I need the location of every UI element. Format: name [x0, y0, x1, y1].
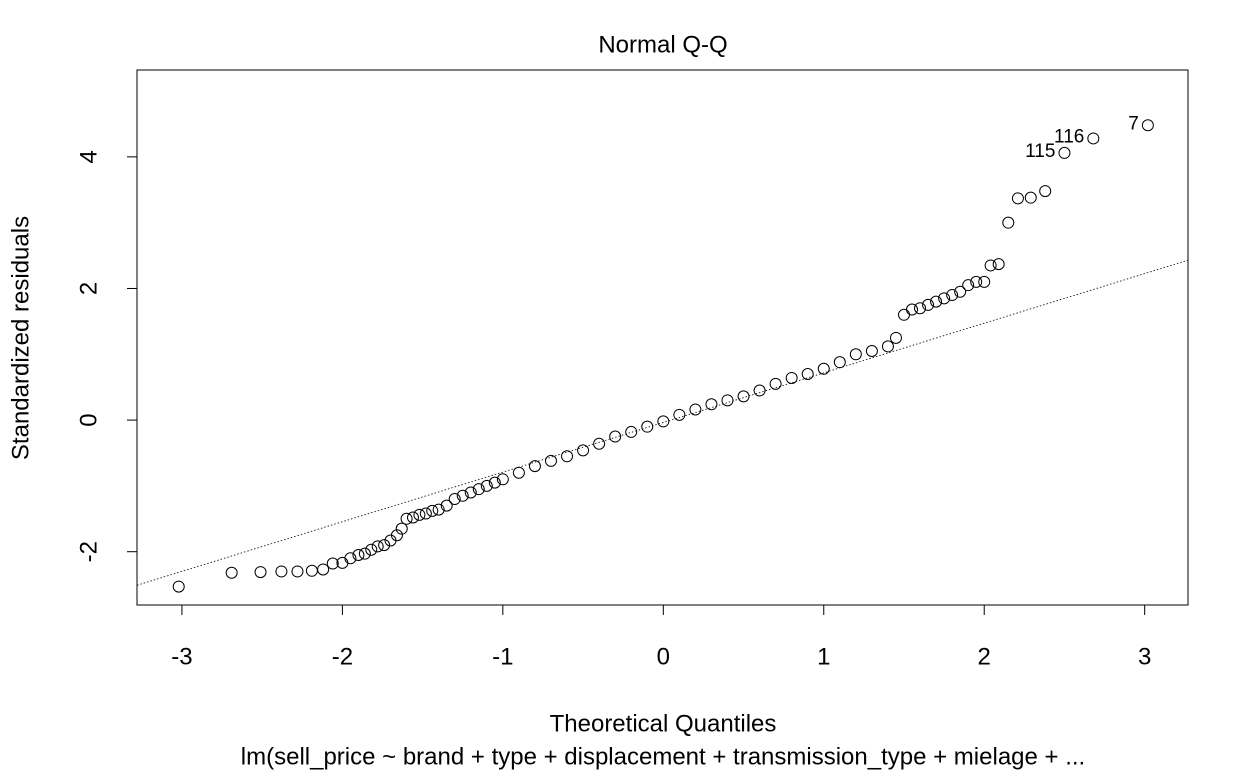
point [1039, 185, 1052, 198]
point [1141, 119, 1154, 132]
point [480, 479, 493, 492]
point [419, 507, 432, 520]
x-tick-label: 1 [817, 643, 830, 670]
point [978, 275, 991, 288]
point [472, 483, 485, 496]
point [833, 356, 846, 369]
point-label: 115 [1025, 141, 1055, 162]
point [426, 504, 439, 517]
point [1024, 191, 1037, 204]
point [641, 420, 654, 433]
point [344, 552, 357, 565]
x-tick-label: 3 [1138, 643, 1151, 670]
point [849, 348, 862, 361]
point [673, 408, 686, 421]
point [705, 398, 718, 411]
chart-title: Normal Q-Q [598, 31, 727, 58]
point [865, 344, 878, 357]
point [984, 259, 997, 272]
point-label: 7 [1128, 113, 1139, 134]
point [365, 543, 378, 556]
point [464, 486, 477, 499]
point [946, 289, 959, 302]
point [456, 489, 469, 502]
x-tick-label: -1 [492, 643, 513, 670]
point [275, 565, 288, 578]
plot-frame [136, 69, 1189, 606]
point [609, 430, 622, 443]
point [721, 394, 734, 407]
point [769, 377, 782, 390]
point [544, 454, 557, 467]
y-tick-label: 0 [75, 413, 102, 426]
x-tick-label: -3 [171, 643, 192, 670]
point [440, 499, 453, 512]
point [817, 362, 830, 375]
reference-line [136, 259, 1189, 586]
point [962, 279, 975, 292]
point [897, 308, 910, 321]
point [488, 476, 501, 489]
point [1002, 216, 1015, 229]
y-tick-label: -2 [75, 541, 102, 562]
point [954, 285, 967, 298]
point [358, 547, 371, 560]
point [254, 566, 267, 579]
point [689, 403, 702, 416]
point [625, 425, 638, 438]
x-tick-label: 2 [978, 643, 991, 670]
point [317, 563, 330, 576]
point [1058, 146, 1071, 159]
point [406, 511, 419, 524]
point [801, 368, 814, 381]
point [400, 512, 413, 525]
point [889, 331, 902, 344]
x-axis-label: Theoretical Quantiles [550, 710, 777, 737]
x-tick-label: -2 [332, 643, 353, 670]
x-tick-label: 0 [657, 643, 670, 670]
point [785, 371, 798, 384]
point [512, 466, 525, 479]
point [914, 302, 927, 315]
point [378, 539, 391, 552]
point [413, 508, 426, 521]
point [528, 460, 541, 473]
point [561, 450, 574, 463]
point [577, 444, 590, 457]
point [225, 566, 238, 579]
point [881, 340, 894, 353]
point [992, 258, 1005, 271]
point [938, 292, 951, 305]
point [737, 390, 750, 403]
point [930, 295, 943, 308]
point [305, 564, 318, 577]
point [593, 437, 606, 450]
point-label: 116 [1054, 126, 1084, 147]
y-tick-label: 4 [75, 150, 102, 163]
subtitle: lm(sell_price ~ brand + type + displacem… [241, 743, 1085, 770]
y-axis-label: Standardized residuals [7, 216, 34, 460]
point [326, 557, 339, 570]
point [390, 529, 403, 542]
point [1011, 192, 1024, 205]
point [371, 540, 384, 553]
point [922, 298, 935, 311]
point [753, 384, 766, 397]
point [657, 415, 670, 428]
point [1087, 132, 1100, 145]
y-tick-label: 2 [75, 282, 102, 295]
point [432, 503, 445, 516]
point [496, 473, 509, 486]
point [172, 580, 185, 593]
point [291, 565, 304, 578]
point [395, 522, 408, 535]
point [970, 275, 983, 288]
point [906, 303, 919, 316]
point [352, 548, 365, 561]
point [448, 493, 461, 506]
